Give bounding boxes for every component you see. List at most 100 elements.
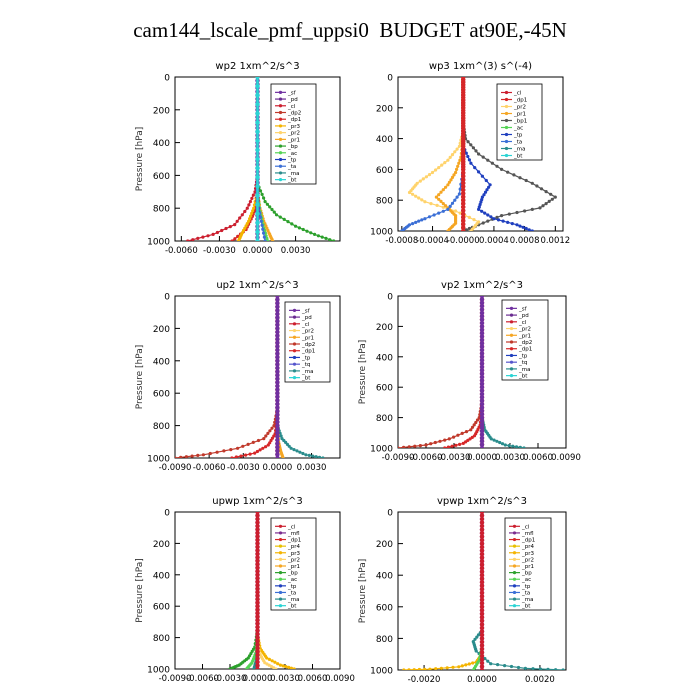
series-point (464, 151, 468, 155)
series-point (179, 455, 183, 458)
series-point (275, 391, 280, 396)
series-point (479, 594, 485, 599)
series-point (255, 666, 260, 669)
series-point (275, 394, 280, 399)
series-point (255, 238, 260, 241)
series-point (275, 412, 280, 417)
legend-marker (278, 577, 283, 581)
legend-label: _pr1 (521, 564, 534, 570)
legend-marker (504, 118, 509, 123)
y-tick-label: 200 (153, 106, 170, 116)
series-point (479, 388, 485, 393)
legend-label: _pr3 (287, 551, 301, 557)
series-point (275, 380, 280, 385)
legend-marker (292, 308, 297, 312)
legend-label: _dp2 (287, 111, 301, 117)
legend-marker (278, 144, 283, 148)
series-point (458, 158, 462, 162)
series-point (281, 456, 285, 458)
series-point (275, 333, 280, 338)
legend-box (496, 83, 543, 161)
legend-marker (278, 178, 283, 182)
series-point (275, 437, 280, 443)
series-point (486, 213, 490, 217)
series-point (479, 569, 485, 574)
legend-label: _pr1 (513, 112, 526, 118)
series-point (467, 215, 471, 219)
series-point (434, 168, 438, 172)
legend-label: _mfl (287, 531, 300, 537)
series-point (275, 340, 280, 345)
series-point (454, 209, 458, 213)
series-point (275, 452, 280, 457)
series-point (507, 212, 511, 216)
series-point (255, 593, 260, 598)
series-point (275, 409, 280, 414)
legend-marker (504, 111, 509, 116)
series-point (479, 425, 485, 430)
series-point (260, 223, 264, 227)
series-point (446, 445, 450, 448)
series-point (479, 562, 485, 567)
series-point (255, 449, 259, 454)
legend-marker (509, 367, 514, 371)
series-point (241, 444, 245, 448)
series-point (479, 310, 485, 316)
legend-label: _cl (287, 104, 296, 110)
series-point (530, 207, 534, 211)
series-point (479, 371, 485, 376)
series-point (252, 667, 256, 669)
series-point (255, 516, 260, 522)
legend-marker (504, 97, 509, 102)
series-point (278, 663, 282, 667)
series-point (437, 166, 441, 170)
series-point (479, 576, 485, 581)
legend-label: _tp (521, 584, 531, 590)
legend-label: _tp (513, 133, 523, 139)
series-point (479, 625, 485, 631)
series-group (186, 77, 336, 241)
series-point (261, 227, 265, 231)
series-point (461, 170, 466, 175)
series-point (479, 590, 485, 595)
series-point (262, 235, 266, 239)
legend-label: _pr1 (287, 137, 300, 143)
series-point (479, 320, 485, 326)
series-point (479, 361, 485, 366)
chart-panel-6: vpwp 1xm^2/s^3 Pressure [hPa] 0 200 400 600 80… (358, 496, 567, 685)
legend-marker (504, 153, 509, 158)
legend-marker (504, 125, 509, 130)
series-point (255, 652, 260, 658)
series-point (314, 455, 318, 458)
legend-marker (292, 369, 297, 373)
y-tick-label: 1000 (370, 667, 393, 677)
series-point (255, 211, 260, 216)
series-point (479, 435, 485, 441)
series-point (418, 179, 422, 183)
series-point (469, 143, 473, 147)
series-point (450, 175, 455, 179)
legend-label: _cl (521, 524, 530, 530)
panel-title: wp3 1xm^(3) s^(-4) (429, 61, 532, 72)
series-point (479, 646, 485, 652)
legend-marker (292, 335, 297, 339)
y-axis-label: Pressure [hPa] (135, 558, 145, 623)
legend-marker (509, 353, 514, 358)
series-point (479, 368, 485, 373)
series-point (275, 448, 280, 453)
series-point (455, 167, 459, 171)
series-point (260, 192, 264, 196)
series-group (175, 296, 325, 458)
series-point (479, 513, 485, 518)
series-point (439, 190, 443, 194)
series-point (524, 178, 528, 183)
series-point (515, 223, 519, 227)
series-point (479, 314, 485, 319)
series-point (447, 437, 451, 441)
series-point (539, 187, 544, 191)
legend-label: _ma (301, 369, 313, 375)
series-point (458, 442, 462, 446)
series-point (255, 621, 260, 626)
series-point (255, 607, 260, 612)
series-point (316, 234, 320, 238)
